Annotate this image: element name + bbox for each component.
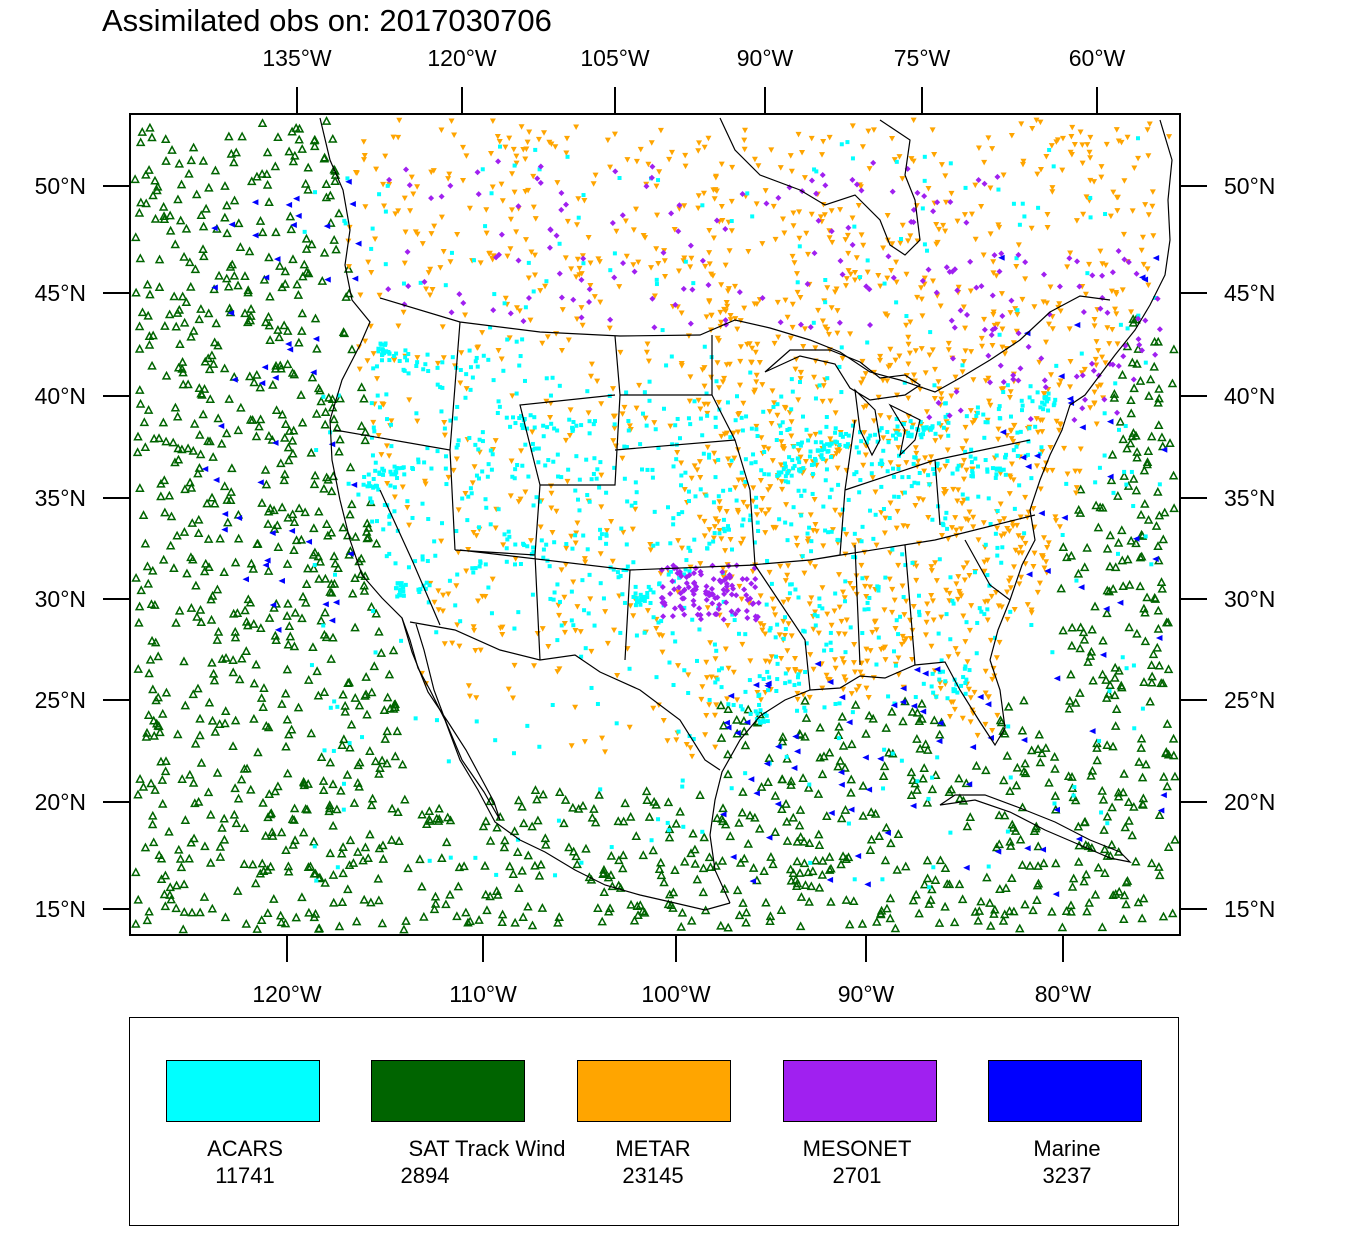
legend-count-sat-track-wind: 2894 [400,1163,450,1188]
bottom-lon-label-80w: 80°W [1035,981,1092,1007]
left-lat-label-25n: 25°N [35,687,86,713]
map-title: Assimilated obs on: 2017030706 [102,3,552,38]
top-lon-label-90w: 90°W [737,45,794,71]
observation-map: 135°W 120°W 105°W 90°W 75°W 60°W 120°W 110°W 100… [35,45,1276,1007]
gulf-coastline [709,659,1006,904]
top-lon-label-75w: 75°W [894,45,951,71]
left-lat-label-35n: 35°N [35,485,86,511]
right-lat-label-40n: 40°N [1224,383,1275,409]
top-lon-label-120w: 120°W [427,45,497,71]
legend-item-marine: Marine 3237 [952,1018,1142,1225]
legend-label-sat-track-wind: SAT Track Wind [408,1136,566,1161]
state-borders [334,321,1036,691]
right-lat-label-15n: 15°N [1224,896,1275,922]
legend-swatch-marine [988,1060,1142,1122]
markers-mesonet [385,158,1163,623]
legend-swatch-acars [166,1060,320,1122]
top-lon-label-60w: 60°W [1069,45,1126,71]
legend-count-marine: 3237 [1042,1163,1092,1188]
markers-metar [345,117,1173,760]
legend-swatch-metar [577,1060,731,1122]
legend-label-metar: METAR [615,1136,691,1161]
pacific-coastline [319,117,731,911]
legend-swatch-mesonet [783,1060,937,1122]
map-boundaries [319,117,1173,911]
atlantic-coastline [989,119,1173,661]
legend-item-sat-track-wind: SAT Track Wind 2894 [335,1018,565,1225]
bottom-lon-label-120w: 120°W [252,981,322,1007]
mexico-us-border [409,621,721,771]
legend-swatch-sat-track-wind [371,1060,525,1122]
left-lat-label-30n: 30°N [35,586,86,612]
legend-item-metar: METAR 23145 [541,1018,731,1225]
baja-peninsula [401,617,501,821]
canada-us-border [379,295,1111,393]
great-lakes [764,349,922,457]
legend-count-mesonet: 2701 [832,1163,882,1188]
legend-item-acars: ACARS 11741 [130,1018,320,1225]
right-lat-label-50n: 50°N [1224,173,1275,199]
top-lon-label-105w: 105°W [580,45,650,71]
markers-sat-track-wind [130,116,1180,934]
map-frame [129,113,1181,936]
cuba [939,794,1132,863]
legend-label-marine: Marine [1033,1136,1101,1161]
legend-label-acars: ACARS [207,1136,283,1161]
legend: ACARS 11741 SAT Track Wind 2894 METAR 23145 ME… [129,1017,1179,1226]
left-lat-label-45n: 45°N [35,280,86,306]
left-lat-label-50n: 50°N [35,173,86,199]
top-lon-label-135w: 135°W [262,45,332,71]
bottom-lon-label-110w: 110°W [449,981,517,1007]
legend-count-metar: 23145 [622,1163,684,1188]
legend-item-mesonet: MESONET 2701 [747,1018,937,1225]
bottom-lon-label-100w: 100°W [641,981,711,1007]
right-lat-label-25n: 25°N [1224,687,1275,713]
right-lat-label-20n: 20°N [1224,789,1275,815]
left-lat-label-15n: 15°N [35,896,86,922]
hudson-bay [719,117,921,256]
right-lat-label-35n: 35°N [1224,485,1275,511]
markers-acars [302,136,1162,890]
right-lat-label-30n: 30°N [1224,586,1275,612]
bottom-lon-label-90w: 90°W [838,981,895,1007]
observation-markers [130,116,1180,934]
right-lat-label-45n: 45°N [1224,280,1275,306]
legend-label-mesonet: MESONET [802,1136,912,1161]
axis-ticks [103,87,1207,962]
left-lat-label-20n: 20°N [35,789,86,815]
left-lat-label-40n: 40°N [35,383,86,409]
legend-count-acars: 11741 [215,1163,275,1188]
